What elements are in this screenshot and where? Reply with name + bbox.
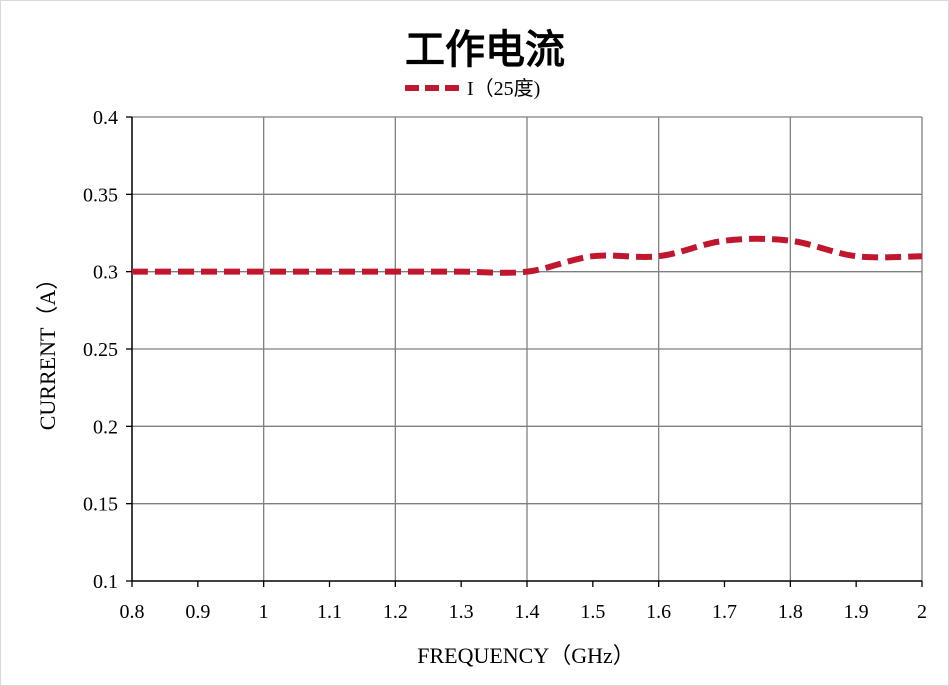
x-tick-label: 1 (259, 601, 269, 623)
legend-label: I（25度) (467, 77, 540, 100)
x-tick-label: 1.2 (383, 601, 408, 623)
x-tick-label: 1.9 (844, 601, 869, 623)
x-tick-labels: 0.8 0.9 1 1.1 1.2 1.3 1.4 1.5 1.6 1.7 1.8 1.9 2 (120, 601, 928, 623)
y-tick-label: 0.1 (93, 571, 118, 593)
series-line (132, 235, 923, 276)
x-tick-label: 1.5 (580, 601, 605, 623)
y-tick-label: 0.2 (93, 416, 118, 438)
chart-title: 工作电流 (405, 26, 565, 73)
y-tick-label: 0.3 (93, 262, 118, 284)
x-tick-label: 1.7 (712, 601, 737, 623)
x-tick-label: 1.4 (515, 601, 540, 623)
x-tick-label: 1.1 (317, 601, 342, 623)
y-tick-label: 0.25 (83, 339, 118, 361)
series-layer (132, 235, 923, 276)
x-tick-label: 2 (917, 601, 927, 623)
x-tick-label: 0.9 (185, 601, 210, 623)
grid (132, 116, 923, 581)
x-tick-label: 1.3 (449, 601, 474, 623)
y-axis-title: CURRENT（A） (35, 268, 60, 431)
x-tick-label: 0.8 (120, 601, 145, 623)
y-tick-label: 0.15 (83, 494, 118, 516)
x-tick-label: 1.8 (778, 601, 803, 623)
x-axis-title: FREQUENCY（GHz） (417, 643, 635, 668)
axes (126, 116, 923, 587)
x-tick-label: 1.6 (646, 601, 671, 623)
y-tick-label: 0.4 (93, 107, 118, 129)
legend: I（25度) (405, 77, 540, 100)
y-tick-labels: 0.1 0.15 0.2 0.25 0.3 0.35 0.4 (83, 107, 118, 593)
y-tick-label: 0.35 (83, 184, 118, 206)
